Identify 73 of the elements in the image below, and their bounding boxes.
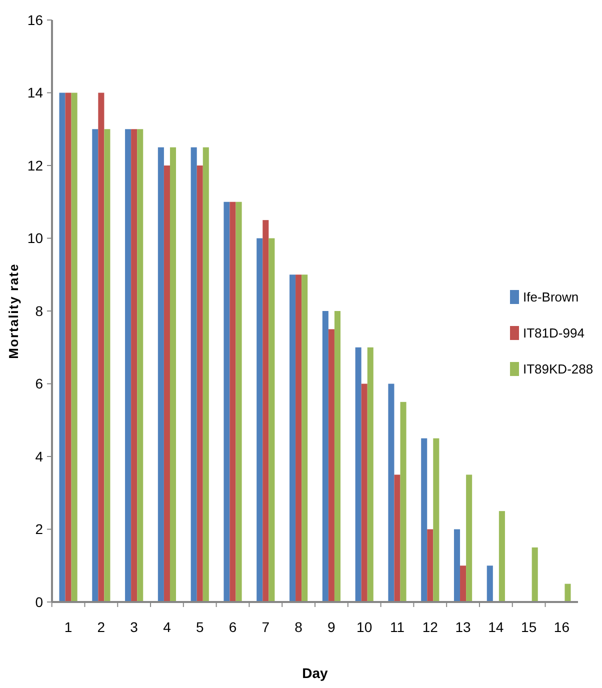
bar [296,274,302,602]
y-tick-label: 4 [35,448,44,464]
x-tick-label: 9 [328,619,336,635]
x-tick-label: 1 [64,619,72,635]
bar [92,129,98,602]
x-axis-title: Day [302,665,328,681]
legend-label: IT81D-994 [523,326,584,341]
x-tick-label: 3 [130,619,138,635]
bar [65,92,72,602]
x-tick-label: 5 [196,619,204,635]
bar [498,511,505,602]
bar [466,474,472,602]
y-tick-label: 6 [35,376,44,392]
x-tick-label: 4 [163,619,172,635]
bar [71,92,78,602]
bar [302,274,308,602]
x-tick-label: 15 [521,619,537,635]
y-tick-label: 0 [35,594,44,610]
bar [170,147,176,602]
bar [224,202,230,602]
bar [236,202,242,602]
bar [355,347,362,602]
bar [262,220,269,602]
x-tick-label: 16 [554,619,570,635]
x-tick-label: 11 [390,619,405,635]
x-tick-label: 8 [294,619,303,635]
bar [328,329,334,602]
bar [334,311,340,602]
bar [137,129,144,602]
bar [98,92,104,602]
bar [433,438,440,602]
bar [290,274,296,602]
y-axis-title: Mortality rate [6,263,21,359]
y-tick-label: 12 [27,157,44,174]
bar [421,438,428,602]
bar [104,129,110,602]
bar [532,547,538,602]
x-tick-label: 2 [97,619,106,635]
bar [460,566,466,602]
legend-label: IT89KD-288 [523,362,594,377]
x-tick-label: 7 [262,619,270,635]
bar [196,166,203,602]
y-tick-label: 16 [27,12,44,28]
y-tick-label: 2 [35,521,44,538]
bar [367,347,374,602]
x-tick-label: 6 [228,619,237,635]
bar [486,566,493,602]
bar [322,311,328,602]
bar [158,147,164,602]
bar [394,474,400,602]
bar [59,92,66,602]
bar [564,584,571,602]
bar [361,384,368,602]
bar [268,238,275,602]
x-tick-label: 13 [455,619,472,635]
bar [256,238,263,602]
y-tick-label: 10 [27,230,44,246]
y-tick-label: 8 [35,302,44,319]
bar [125,129,132,602]
y-tick-label: 14 [27,84,44,101]
bar [454,529,460,602]
x-tick-label: 12 [422,619,438,635]
x-tick-label: 10 [356,619,372,635]
x-tick-label: 14 [488,619,504,635]
bar [388,384,394,602]
bar [202,147,209,602]
legend-label: Ife-Brown [523,290,579,305]
bar [427,529,434,602]
bar [400,402,406,602]
bar [230,202,236,602]
bar [190,147,197,602]
bar [131,129,138,602]
bar [164,166,170,602]
